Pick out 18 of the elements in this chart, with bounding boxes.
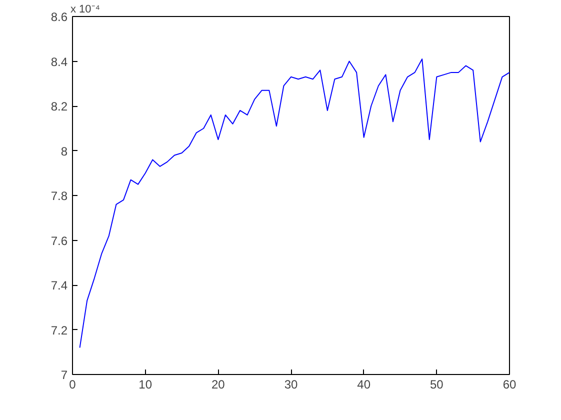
y-tick-label: 8.6 — [50, 10, 68, 24]
y-tick-label: 8.4 — [50, 54, 68, 69]
line-series — [79, 58, 510, 348]
y-tick-label: 7.6 — [50, 234, 68, 248]
x-tick-label: 20 — [211, 378, 226, 392]
y-tick-label: 7.2 — [50, 323, 68, 338]
x-tick-label: 30 — [284, 378, 298, 392]
y-tick-label: 7.8 — [50, 189, 68, 203]
x-tick-label: 40 — [357, 378, 371, 392]
y-tick-label: 7.4 — [50, 278, 68, 292]
text: x 10⁻⁴ — [70, 4, 100, 16]
x-tick-label: 10 — [138, 378, 152, 392]
y-tick-label: 7 — [60, 368, 68, 382]
x-tick-label: 0 — [69, 378, 76, 392]
y-tick-label: 8 — [60, 144, 68, 158]
x-tick-label: 50 — [430, 378, 444, 392]
y-tick-label: 8.2 — [50, 100, 68, 114]
x-tick-label: 60 — [502, 378, 516, 392]
